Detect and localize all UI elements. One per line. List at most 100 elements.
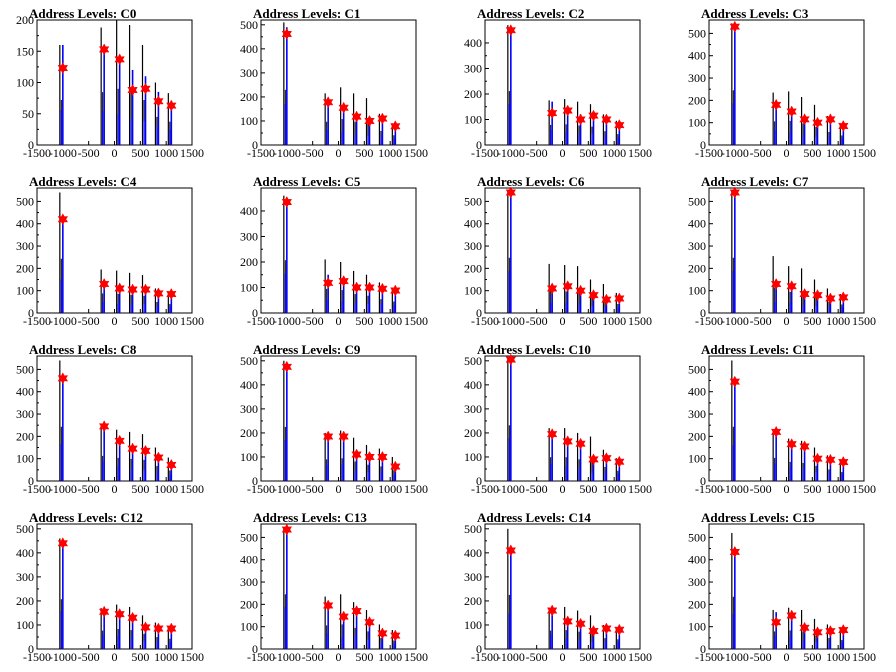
peak-marker [166,622,177,635]
y-tick-label: 100 [464,284,482,298]
panel-title: Address Levels: C15 [701,510,815,525]
x-tick-label: 0 [112,650,118,664]
x-tick-label: 1500 [852,482,876,496]
y-tick-label: 400 [16,217,34,231]
chart-svg: 0 100 200 300 400 500 -1500-1000 -500 0 500 1000 15… [16,522,204,664]
peak-marker [153,451,164,464]
x-tick-label: 1000 [602,482,626,496]
x-tick-label: -500 [526,482,548,496]
y-tick-label: 300 [16,239,34,253]
peak-marker [98,43,110,56]
y-tick-label: 500 [16,194,34,208]
peak-marker [614,292,625,305]
peak-marker [351,605,362,618]
y-tick-label: 100 [688,620,706,634]
peak-marker [114,608,125,621]
peak-marker [505,186,517,199]
peak-marker [575,437,586,450]
peak-marker [322,599,334,612]
peak-marker [601,113,612,126]
y-tick-label: 200 [688,597,706,611]
panel-title: Address Levels: C4 [29,174,137,189]
y-tick-label: 0 [476,642,482,656]
y-tick-label: 200 [688,93,706,107]
x-tick-label: 500 [579,146,597,160]
peak-marker [588,289,599,302]
peak-marker [140,82,151,95]
peak-marker [729,20,741,33]
chart-panel: 0 100 200 300 400 500 -1500 -1000 -500 0 500 1000 15… [0,168,224,336]
y-tick-label: 500 [240,354,258,368]
y-tick-label: 100 [240,620,258,634]
peak-marker [812,452,823,465]
x-tick-label: 500 [131,650,149,664]
y-tick-label: 100 [688,116,706,130]
x-tick-label: -1500 [247,482,275,496]
x-tick-label: -1500 [247,650,275,664]
y-tick-label: 50 [22,107,34,121]
x-tick-label: -1000 [273,650,301,664]
chart-svg: 0 100 200 300 400 500 -1500-1000 -500 0 500 1000 15… [240,523,428,664]
x-tick-label: 1000 [154,314,178,328]
peak-marker [575,113,586,126]
x-tick-label: 500 [131,482,149,496]
x-tick-label: 1000 [154,482,178,496]
y-tick-label: 500 [464,194,482,208]
peak-marker [364,450,375,464]
y-tick-label: 300 [16,407,34,421]
peak-marker [825,625,836,638]
x-tick-label: 1000 [378,314,402,328]
peak-marker [786,438,797,451]
x-tick-label: -1500 [695,650,723,664]
peak-marker [98,605,110,618]
x-tick-label: -500 [78,314,100,328]
x-tick-label: 0 [336,482,342,496]
panel-title: Address Levels: C11 [701,342,815,357]
peak-marker [601,622,612,635]
y-tick-label: 0 [28,306,34,320]
panel-title: Address Levels: C3 [701,6,809,21]
peak-marker [127,442,138,455]
y-tick-label: 500 [16,362,34,376]
x-tick-label: 0 [336,146,342,160]
y-tick-label: 300 [464,61,482,75]
chart-svg: 0 100 200 300 400 500 -1500-1000 -500 0 500 1000 15… [464,522,652,664]
panel-title: Address Levels: C9 [253,342,361,357]
x-tick-label: -500 [302,314,324,328]
x-tick-label: 0 [784,650,790,664]
x-tick-label: -500 [78,482,100,496]
x-tick-label: 0 [560,482,566,496]
panel-title: Address Levels: C13 [253,510,367,525]
y-tick-label: 100 [240,114,258,128]
x-tick-label: 1000 [154,650,178,664]
peak-marker [127,83,138,97]
y-tick-label: 0 [252,306,258,320]
peak-marker [729,375,741,388]
panel-title: Address Levels: C1 [253,6,361,21]
peak-marker [166,458,177,471]
chart-panel: 0 100 200 300 400 500 -1500 -1000 -500 0 500 1000 15… [672,0,896,168]
x-tick-label: 1500 [628,146,652,160]
peak-marker [153,622,164,635]
x-tick-label: -1500 [471,314,499,328]
y-tick-label: 200 [240,90,258,104]
x-tick-label: 1000 [602,146,626,160]
x-tick-label: 0 [560,146,566,160]
x-tick-label: 500 [803,482,821,496]
y-tick-label: 400 [240,42,258,56]
x-tick-label: 500 [131,314,149,328]
y-tick-label: 100 [688,284,706,298]
peak-marker [153,287,164,300]
peak-marker [799,113,810,126]
x-tick-label: 500 [803,650,821,664]
peak-marker [770,98,782,111]
chart-svg: 0 100 200 300 400 500 -1500-1000 -500 0 500 1000 15… [688,523,876,664]
x-tick-label: -1500 [471,650,499,664]
y-tick-label: 400 [464,378,482,392]
peak-marker [588,109,599,122]
x-tick-label: 1500 [628,314,652,328]
y-tick-label: 150 [16,44,34,58]
peak-marker [364,281,375,294]
y-tick-label: 300 [688,575,706,589]
x-tick-label: 1500 [628,650,652,664]
